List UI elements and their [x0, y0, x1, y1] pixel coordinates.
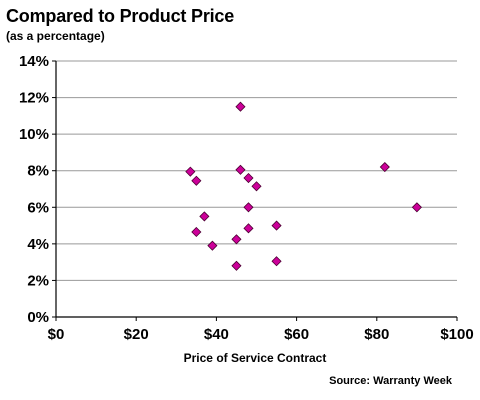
y-tick-label: 10%: [19, 126, 49, 143]
data-point-2: [191, 175, 202, 186]
y-tick-label: 8%: [27, 163, 49, 180]
x-axis-label: Price of Service Contract: [184, 351, 327, 365]
data-points: [185, 101, 422, 271]
x-tick-label: $40: [204, 326, 229, 343]
data-point-14: [271, 220, 282, 231]
data-point-4: [243, 172, 254, 184]
data-point-12: [231, 234, 242, 245]
x-tick-label: $60: [284, 326, 309, 343]
x-axis-ticks: $0 $20 $40 $60 $80 $100: [48, 317, 474, 343]
data-point-9: [199, 211, 210, 222]
x-tick-label: $0: [48, 326, 65, 343]
data-point-16: [271, 256, 282, 267]
data-point-3: [235, 164, 246, 175]
y-tick-label: 0%: [27, 309, 49, 326]
source-note: Source: Warranty Week: [329, 375, 452, 387]
y-tick-label: 6%: [27, 199, 49, 216]
y-axis-ticks: 0% 2% 4% 6% 8% 10% 12% 14%: [19, 53, 56, 326]
gridlines: [56, 60, 457, 281]
chart-subtitle: (as a percentage): [6, 29, 105, 43]
x-tick-label: $100: [440, 326, 473, 343]
axes: [55, 61, 457, 318]
data-point-1: [185, 166, 196, 177]
data-point-10: [191, 226, 202, 238]
data-point-6: [379, 161, 390, 173]
x-tick-label: $80: [364, 326, 389, 343]
data-point-8: [243, 202, 254, 213]
data-point-5: [251, 181, 262, 192]
data-point-13: [243, 223, 254, 234]
y-tick-label: 12%: [19, 90, 49, 107]
data-point-0: [235, 101, 246, 112]
data-point-7: [411, 202, 422, 213]
data-point-15: [231, 260, 242, 271]
y-tick-label: 4%: [27, 236, 49, 253]
data-point-11: [207, 240, 218, 251]
chart-title: Compared to Product Price: [6, 6, 235, 26]
y-tick-label: 14%: [19, 53, 49, 70]
y-tick-label: 2%: [27, 272, 49, 289]
x-tick-label: $20: [124, 326, 149, 343]
